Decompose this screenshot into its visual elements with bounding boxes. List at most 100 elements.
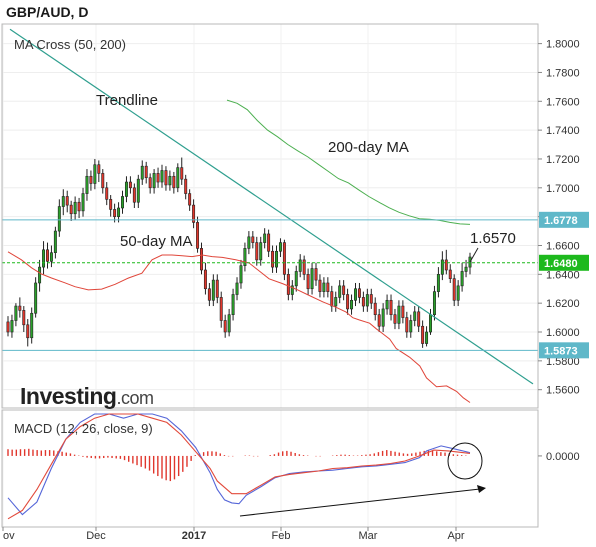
candle (136, 174, 140, 208)
candle-body (30, 312, 34, 339)
candle-body (215, 279, 219, 298)
candle-body (361, 297, 365, 307)
candle-body (81, 193, 85, 212)
candle (334, 291, 338, 312)
price-tick-label: 1.6600 (546, 240, 580, 252)
candle (448, 264, 452, 283)
candle-body (176, 167, 180, 189)
candle-body (152, 173, 156, 189)
candle-body (290, 285, 294, 295)
candle (172, 171, 176, 194)
candle (49, 245, 53, 268)
candle (6, 316, 10, 337)
macd-line (7, 413, 471, 516)
candle-body (172, 175, 176, 189)
candle-body (57, 206, 61, 232)
candle (421, 320, 425, 348)
candle-body (219, 297, 223, 321)
candle (251, 231, 255, 249)
candle (318, 274, 322, 298)
macd-frame (1, 409, 539, 528)
candle-body (377, 314, 381, 327)
candle (239, 259, 243, 289)
candle-body (53, 230, 57, 253)
candle (389, 294, 393, 321)
price-tick-label: 1.5600 (546, 385, 580, 397)
candle-body (330, 291, 334, 307)
time-tick-label: Feb (272, 530, 291, 542)
candle (267, 229, 271, 258)
candle (219, 291, 223, 328)
candle-body (180, 167, 184, 180)
candle-body (14, 305, 18, 321)
price-tick-label: 1.6400 (546, 269, 580, 281)
candle (314, 262, 318, 286)
candle (263, 228, 267, 249)
candle-body (42, 249, 46, 268)
candle-body (286, 274, 290, 295)
candle (381, 303, 385, 333)
candle (350, 294, 354, 315)
candle (168, 170, 172, 191)
candle-body (101, 173, 105, 189)
price-tick-label: 1.7600 (546, 96, 580, 108)
candle-body (381, 308, 385, 327)
candle-body (184, 178, 188, 194)
candle (10, 314, 14, 338)
candle-body (203, 269, 207, 290)
candle (223, 314, 227, 338)
candle (73, 196, 77, 220)
candle-body (326, 282, 330, 292)
candle (282, 239, 286, 281)
candle (417, 306, 421, 333)
time-tick-label: ov (3, 530, 15, 542)
candle (113, 203, 117, 223)
candle-body (136, 178, 140, 203)
candle (385, 294, 389, 315)
candle-body (440, 259, 444, 275)
candle (286, 268, 290, 301)
candle (409, 314, 413, 338)
candle (306, 268, 310, 295)
candle-body (196, 222, 200, 249)
candle-body (421, 325, 425, 344)
candle-body (306, 274, 310, 290)
candle (361, 291, 365, 312)
candle (101, 169, 105, 194)
candle-body (160, 170, 164, 183)
candle (176, 163, 180, 193)
candle-body (109, 199, 113, 210)
candle-body (322, 282, 326, 292)
ma200-line (226, 99, 471, 225)
candle (38, 259, 42, 292)
candle (61, 189, 65, 216)
level-label-text: 1.6778 (544, 215, 578, 227)
candle-body (207, 288, 211, 301)
candle-body (460, 271, 464, 287)
candle-body (85, 175, 89, 194)
candle (192, 199, 196, 229)
candle (30, 307, 34, 344)
candle-body (65, 196, 69, 206)
candle-body (164, 170, 168, 186)
candle (57, 199, 61, 237)
candle-body (22, 310, 26, 326)
candle-body (417, 311, 421, 327)
candle (290, 280, 294, 301)
candle-body (425, 331, 429, 344)
level-label: 1.6778 (539, 211, 589, 228)
candle (46, 242, 49, 269)
candle (452, 274, 456, 307)
candle-body (338, 285, 342, 298)
annotation-pointer (469, 247, 479, 263)
candle (397, 300, 401, 330)
price-tick-label: 1.7400 (546, 125, 580, 137)
candle (97, 160, 101, 183)
candle (117, 202, 121, 223)
candle (342, 280, 346, 301)
candle (184, 174, 188, 200)
candle (393, 308, 397, 330)
time-tick-label: Dec (86, 530, 106, 542)
candle-body (18, 305, 22, 311)
